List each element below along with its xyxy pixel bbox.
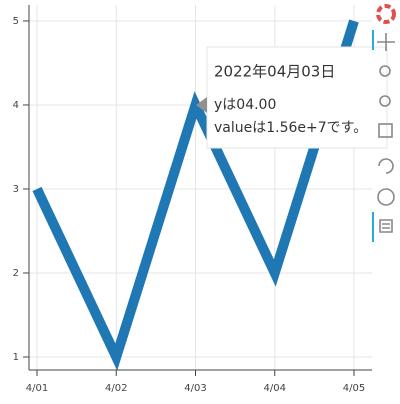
x-tick-label: 4/02 [105, 383, 127, 394]
tooltip-box [206, 46, 388, 149]
wheel-zoom-tool[interactable] [379, 95, 391, 107]
x-tick-label: 4/01 [26, 383, 48, 394]
x-tick-label: 4/04 [264, 383, 286, 394]
marks [32, 19, 359, 371]
y-tick-label: 1 [13, 352, 19, 363]
zoom-tool[interactable] [379, 65, 391, 77]
tooltip-title: 2022年04月03日 [214, 63, 335, 81]
x-tick-label: 4/03 [184, 383, 206, 394]
tooltip: 2022年04月03日 yは04.00 valueは1.56e+7です。 [196, 46, 388, 149]
pan-tool[interactable] [377, 33, 395, 51]
y-tick-label: 3 [13, 184, 19, 195]
x-tick-label: 4/05 [343, 383, 365, 394]
hover-tool[interactable] [379, 219, 393, 233]
y-tick-label: 2 [13, 268, 19, 279]
reset-tool[interactable] [378, 158, 394, 174]
toolbar [372, 4, 396, 242]
help-tool[interactable] [377, 188, 395, 206]
y-tick-label: 4 [13, 100, 19, 111]
save-tool[interactable] [378, 123, 393, 138]
tooltip-line: yは04.00 [214, 97, 276, 113]
y-tick-label: 5 [13, 16, 19, 27]
tooltip-line: valueは1.56e+7です。 [214, 120, 367, 136]
data-line [32, 19, 359, 371]
labels: 1 2 3 4 5 4/01 4/02 4/03 4/04 4/05 [13, 16, 366, 394]
bokeh-logo[interactable] [376, 4, 396, 24]
tooltip-arrow [196, 97, 207, 113]
